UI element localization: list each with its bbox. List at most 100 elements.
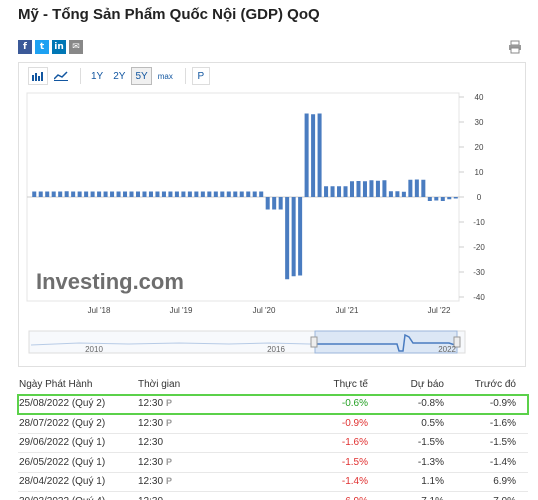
time-text: 12:30 [138,398,164,410]
bar [304,113,309,197]
y-tick-label: 0 [477,193,482,202]
forecast-cell: -1.3% [417,456,444,468]
bar [200,191,205,197]
bar [246,191,251,197]
release-cell: 28/04/2022 (Quý 1) [19,476,106,488]
header-previous[interactable]: Trước đó [474,378,516,390]
previous-cell: -1.6% [489,417,516,429]
navigator-selection [314,330,458,354]
preliminary-icon: P [166,476,173,487]
bar [388,191,393,197]
bar [194,191,199,197]
history-table: Ngày Phát Hành Thời gian Thực tế Dự báo … [17,375,529,500]
y-tick-label: 10 [475,168,484,177]
x-tick-label: Jul '22 [428,306,451,315]
bar [252,191,257,197]
bar [427,197,432,201]
bar [447,197,452,200]
bar [187,191,192,197]
bar [220,191,225,197]
header-release[interactable]: Ngày Phát Hành [19,378,93,390]
bar [311,114,316,197]
chart-container: 40 30 20 10 0 -10 -20 -30 -40 Jul '18 Jul '19 Jul '… [18,62,526,367]
time-text: 12:30 [138,496,163,500]
line-chart-icon[interactable] [50,67,72,85]
twitter-icon[interactable]: t [35,40,49,54]
table-row[interactable]: 28/07/2022 (Quý 2) 12:30 P -0.9% 0.5% -1.6% [18,414,528,434]
navigator-label: 2016 [267,345,285,354]
range-max-button[interactable]: max [153,67,177,85]
bar [453,197,458,199]
bar [239,191,244,197]
bar [103,191,108,197]
x-tick-label: Jul '19 [170,306,193,315]
linkedin-icon[interactable]: in [52,40,66,54]
time-text: 12:30 [138,437,164,449]
actual-cell: -1.6% [341,437,368,449]
bar [58,191,63,197]
y-tick-label: -30 [473,268,485,277]
navigator-line [315,333,456,352]
print-icon[interactable] [508,40,522,54]
actual-cell: -1.5% [341,456,368,468]
bar [135,191,141,197]
table-row[interactable]: 29/06/2022 (Quý 1) 12:30 -1.6% -1.5% -1.5% [18,434,528,453]
x-tick-label: Jul '18 [88,306,111,315]
release-cell: 25/08/2022 (Quý 2) [19,398,106,410]
bar [291,197,296,277]
navigator-left-handle [310,336,318,348]
release-cell: 29/06/2022 (Quý 1) [19,437,106,449]
header-actual[interactable]: Thực tế [333,378,368,390]
preliminary-toggle-button[interactable]: P [191,67,210,85]
bar [349,181,355,197]
header-forecast[interactable]: Dự báo [410,378,444,390]
bar [408,179,413,197]
bar [97,191,102,197]
actual-cell: -0.6% [341,398,368,410]
y-tick-label: -20 [473,243,485,252]
time-cell: 12:30 P [138,476,248,487]
bar [382,180,387,197]
y-tick-label: -40 [473,293,485,302]
actual-cell: 6.9% [248,496,368,500]
bar [356,181,361,197]
bar-chart-icon[interactable] [28,67,48,85]
bar [330,186,335,197]
bar [174,191,179,197]
bar [213,191,218,197]
bar [414,179,419,197]
time-cell: 12:30 P [138,398,248,409]
table-row[interactable]: 26/05/2022 (Quý 1) 12:30 P -1.5% -1.3% -1.4% [18,453,528,473]
range-2y-button[interactable]: 2Y [109,67,130,85]
time-cell: 12:30 P [138,418,248,429]
header-time[interactable]: Thời gian [138,378,181,390]
bar [45,191,50,197]
facebook-icon[interactable]: f [18,40,32,54]
forecast-cell: -1.5% [417,437,444,449]
table-row[interactable]: 25/08/2022 (Quý 2) 12:30 P -0.6% -0.8% -0.9% [17,393,529,415]
bar [148,191,153,197]
navigator-line [30,342,315,346]
bar [51,191,56,197]
bar [343,186,348,197]
range-1y-button[interactable]: 1Y [87,67,108,85]
email-icon[interactable]: ✉ [69,40,83,54]
time-text: 12:30 [138,417,164,429]
bar [77,191,82,197]
navigator-label: 2010 [85,345,103,354]
previous-cell: -1.5% [489,437,516,449]
chart-toolbar: 1Y 2Y 5Y max P [28,66,212,86]
bar [123,191,128,197]
previous-cell: 6.9% [493,476,516,488]
bar [71,191,76,197]
bar [421,179,426,197]
table-row[interactable]: 30/03/2022 (Quý 4)12:30 6.9%7.1%7.0% [18,492,528,500]
bar [116,191,121,197]
toolbar-divider [80,68,81,84]
time-text: 12:30 [138,476,164,488]
table-row[interactable]: 28/04/2022 (Quý 1) 12:30 P -1.4% 1.1% 6.9% [18,473,528,492]
range-5y-button[interactable]: 5Y [131,67,152,85]
y-tick-label: 30 [475,118,484,127]
watermark-logo: Investing.com [36,269,184,294]
